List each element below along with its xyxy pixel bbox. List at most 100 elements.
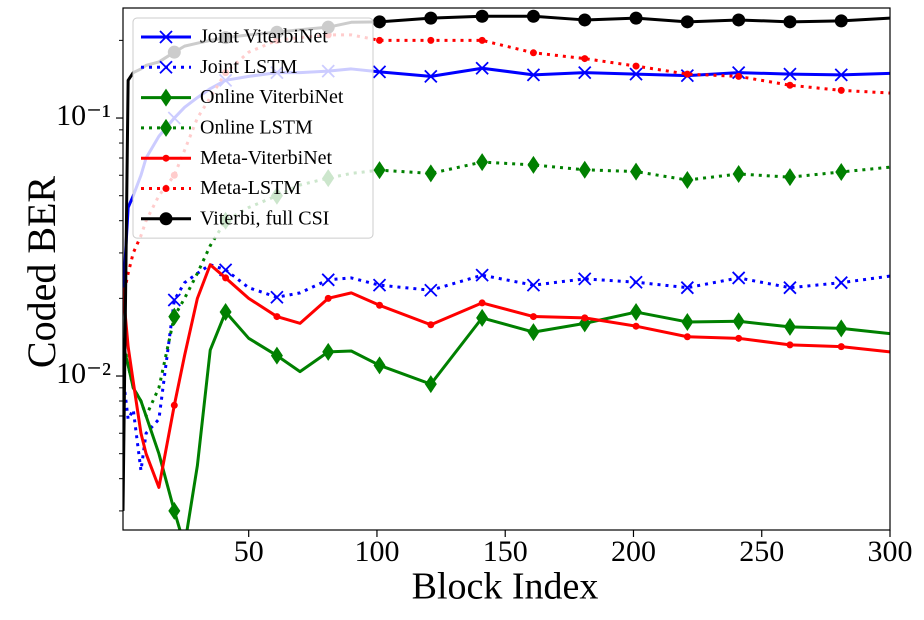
marker [273, 313, 281, 321]
marker [732, 271, 746, 285]
marker [527, 155, 540, 174]
marker [167, 293, 181, 307]
marker [475, 61, 489, 75]
marker [630, 162, 643, 181]
legend: Joint ViterbiNet Joint LSTM Online Viterbi… [132, 17, 374, 239]
marker [424, 375, 437, 394]
marker [424, 69, 438, 84]
legend-label: Meta-LSTM [200, 177, 301, 199]
marker [376, 301, 384, 309]
marker [732, 65, 746, 80]
marker [376, 36, 384, 44]
legend-label: Viterbi, full CSI [200, 207, 329, 229]
legend-label: Joint ViterbiNet [200, 26, 328, 48]
x-tick-label: 200 [611, 535, 656, 568]
marker [578, 65, 592, 80]
marker [578, 272, 592, 286]
marker [835, 162, 848, 181]
legend-marker [162, 154, 170, 162]
series-line [123, 310, 890, 530]
marker [475, 268, 489, 282]
marker [735, 72, 743, 80]
marker [834, 68, 848, 82]
marker [783, 317, 796, 336]
marker [526, 9, 540, 23]
marker [629, 67, 643, 81]
marker [324, 294, 332, 302]
marker [322, 342, 335, 361]
marker [732, 312, 745, 331]
marker [270, 346, 283, 365]
marker [783, 67, 797, 81]
marker [629, 11, 643, 25]
y-tick-label: 10⁻¹ [56, 99, 111, 132]
marker [837, 343, 845, 351]
marker [424, 164, 437, 183]
marker [270, 290, 284, 304]
plot-frame [122, 7, 891, 531]
marker [424, 11, 438, 25]
marker [834, 276, 848, 290]
legend-label: Meta-ViterbiNet [200, 147, 333, 169]
y-axis-label: Coded BER [19, 176, 64, 369]
x-tick-label: 100 [354, 535, 399, 568]
series-line [123, 263, 890, 489]
legend-label: Online LSTM [200, 116, 313, 138]
marker [683, 333, 691, 341]
marker [681, 171, 694, 190]
legend-marker [159, 60, 173, 74]
marker [424, 283, 438, 297]
marker [783, 15, 797, 29]
marker [837, 86, 845, 94]
marker [680, 15, 694, 29]
marker [681, 312, 694, 331]
marker [527, 323, 540, 342]
axes: 50 100 150 200 250 300 10⁻² 10⁻¹ [56, 39, 913, 568]
marker [372, 65, 387, 79]
marker [683, 70, 691, 78]
x-tick-label: 300 [868, 535, 913, 568]
marker [373, 161, 386, 180]
marker [475, 9, 489, 23]
marker [476, 153, 489, 172]
marker [168, 307, 181, 326]
marker [478, 299, 486, 307]
legend-marker [159, 30, 173, 44]
legend-marker [159, 212, 173, 226]
marker [168, 501, 181, 520]
legend-marker [160, 88, 172, 107]
y-tick-label: 10⁻² [56, 357, 111, 390]
marker [786, 341, 794, 349]
x-tick-label: 50 [234, 535, 264, 568]
x-tick-label: 150 [483, 535, 528, 568]
marker [476, 308, 489, 327]
legend-marker [160, 118, 172, 137]
x-axis-label: Block Index [412, 566, 599, 608]
marker [835, 319, 848, 338]
marker [632, 322, 640, 330]
legend-box [132, 17, 374, 239]
marker [732, 164, 745, 183]
marker [578, 160, 591, 179]
marker [735, 334, 743, 342]
marker [680, 281, 694, 295]
marker [581, 55, 589, 63]
marker [321, 273, 335, 287]
marker [629, 275, 643, 289]
marker [222, 274, 230, 282]
marker [732, 13, 746, 27]
legend-label: Joint LSTM [200, 56, 297, 78]
marker [786, 81, 794, 89]
marker [581, 314, 589, 322]
marker [630, 303, 643, 322]
marker [219, 303, 232, 322]
marker [783, 168, 796, 187]
marker [170, 401, 178, 409]
marker [526, 68, 541, 82]
marker [373, 356, 386, 375]
marker [834, 14, 848, 28]
legend-label: Online ViterbiNet [200, 86, 344, 108]
marker [632, 62, 640, 70]
marker [783, 281, 797, 295]
